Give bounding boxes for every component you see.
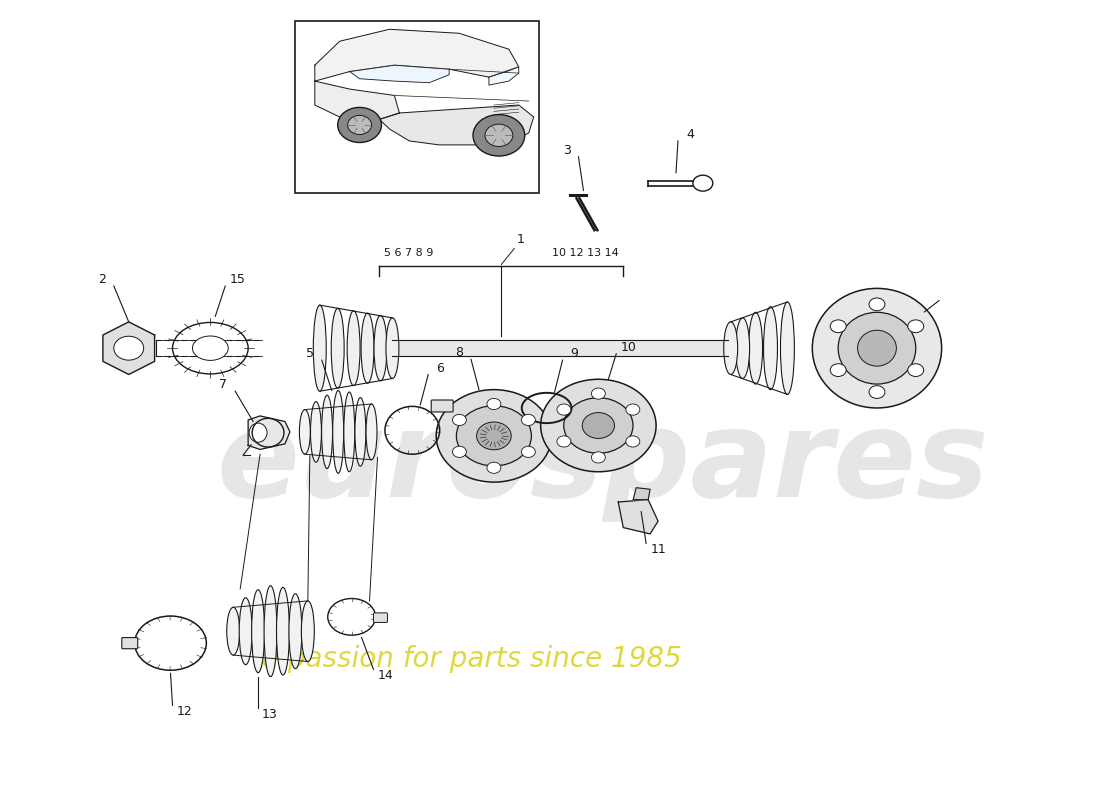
Ellipse shape (310, 402, 321, 462)
Ellipse shape (563, 398, 632, 454)
Ellipse shape (192, 336, 228, 360)
Text: 10 12 13 14: 10 12 13 14 (551, 248, 618, 258)
Polygon shape (350, 65, 449, 82)
Ellipse shape (344, 392, 355, 472)
Ellipse shape (838, 312, 916, 384)
FancyBboxPatch shape (431, 400, 453, 412)
Circle shape (830, 364, 846, 377)
Text: 1: 1 (516, 233, 525, 246)
Circle shape (521, 414, 536, 426)
Circle shape (485, 124, 513, 146)
Text: 14: 14 (377, 670, 394, 682)
Polygon shape (315, 81, 399, 119)
Ellipse shape (264, 586, 277, 677)
Ellipse shape (374, 315, 387, 381)
Circle shape (487, 398, 500, 410)
Circle shape (592, 388, 605, 399)
Ellipse shape (386, 318, 399, 378)
Ellipse shape (724, 322, 738, 374)
Circle shape (908, 364, 924, 377)
Ellipse shape (314, 305, 327, 391)
FancyBboxPatch shape (374, 613, 387, 622)
Circle shape (830, 320, 846, 333)
Ellipse shape (332, 390, 343, 474)
Text: 13: 13 (262, 708, 278, 721)
Circle shape (869, 386, 884, 398)
Polygon shape (315, 30, 519, 81)
Text: 10: 10 (620, 341, 636, 354)
Text: 11: 11 (650, 543, 666, 556)
Polygon shape (249, 416, 290, 450)
Ellipse shape (437, 390, 551, 482)
Polygon shape (488, 66, 519, 85)
Circle shape (348, 115, 372, 134)
Ellipse shape (476, 422, 512, 450)
Ellipse shape (289, 594, 301, 669)
Ellipse shape (301, 601, 315, 662)
Ellipse shape (763, 306, 778, 390)
Text: 8: 8 (455, 346, 463, 359)
Circle shape (626, 436, 640, 447)
Polygon shape (379, 105, 534, 145)
Polygon shape (634, 488, 650, 500)
Text: 12: 12 (177, 706, 192, 718)
Ellipse shape (321, 395, 332, 469)
Text: eurospares: eurospares (217, 406, 990, 522)
Text: a passion for parts since 1985: a passion for parts since 1985 (262, 645, 682, 673)
Circle shape (592, 452, 605, 463)
Text: 7: 7 (219, 378, 228, 391)
Text: 15: 15 (229, 273, 245, 286)
Ellipse shape (541, 379, 656, 472)
Text: 6: 6 (437, 362, 444, 374)
Circle shape (908, 320, 924, 333)
Ellipse shape (348, 310, 360, 386)
Ellipse shape (239, 598, 252, 665)
Ellipse shape (276, 587, 289, 675)
Ellipse shape (456, 406, 531, 466)
Text: 2: 2 (98, 273, 106, 286)
Circle shape (557, 436, 571, 447)
Ellipse shape (252, 590, 265, 673)
Bar (295, 22, 539, 193)
Circle shape (452, 446, 466, 458)
Polygon shape (103, 322, 155, 374)
Ellipse shape (736, 318, 749, 378)
Ellipse shape (582, 413, 615, 438)
Ellipse shape (249, 423, 267, 442)
Ellipse shape (366, 404, 377, 460)
Ellipse shape (355, 398, 366, 466)
Text: 4: 4 (686, 128, 694, 141)
Ellipse shape (749, 312, 762, 384)
Circle shape (113, 336, 144, 360)
Text: 5: 5 (306, 347, 313, 360)
Polygon shape (393, 340, 728, 356)
Ellipse shape (361, 313, 374, 383)
Circle shape (487, 462, 500, 474)
Ellipse shape (227, 607, 240, 655)
Ellipse shape (858, 330, 896, 366)
Ellipse shape (331, 308, 344, 388)
Ellipse shape (812, 288, 942, 408)
Circle shape (338, 107, 382, 142)
Ellipse shape (299, 410, 310, 454)
Circle shape (557, 404, 571, 415)
Circle shape (473, 114, 525, 156)
FancyBboxPatch shape (122, 638, 138, 649)
Circle shape (626, 404, 640, 415)
Polygon shape (618, 500, 658, 534)
Circle shape (869, 298, 884, 310)
Circle shape (452, 414, 466, 426)
Text: 3: 3 (562, 144, 571, 157)
Text: 5 6 7 8 9: 5 6 7 8 9 (385, 248, 433, 258)
Circle shape (521, 446, 536, 458)
Ellipse shape (781, 302, 794, 394)
Text: 9: 9 (571, 347, 579, 360)
